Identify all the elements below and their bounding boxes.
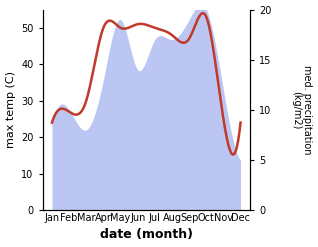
X-axis label: date (month): date (month) (100, 228, 193, 242)
Y-axis label: max temp (C): max temp (C) (5, 71, 16, 148)
Y-axis label: med. precipitation
(kg/m2): med. precipitation (kg/m2) (291, 65, 313, 155)
